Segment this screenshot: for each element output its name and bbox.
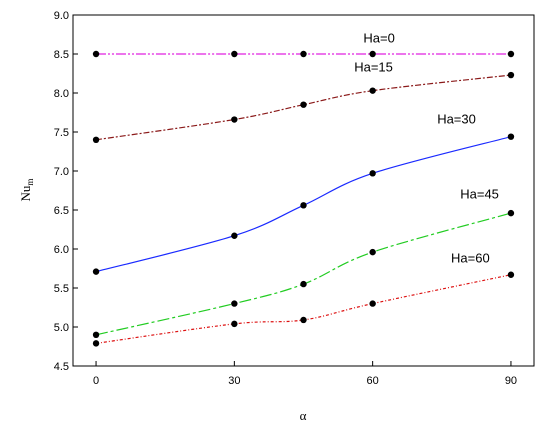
data-point xyxy=(300,50,307,58)
data-point xyxy=(369,50,376,58)
series-layer xyxy=(92,50,515,347)
data-point xyxy=(507,71,515,79)
series-line-ha-15 xyxy=(95,74,512,141)
x-tick-label: 90 xyxy=(505,375,517,387)
y-tick-label: 8.0 xyxy=(54,88,69,100)
y-tick-label: 8.5 xyxy=(54,49,69,61)
data-point xyxy=(300,280,307,288)
data-point xyxy=(369,87,376,94)
data-point xyxy=(507,50,515,58)
y-tick-label: 6.5 xyxy=(54,205,69,217)
data-point xyxy=(231,232,238,239)
plot-frame xyxy=(72,14,535,367)
series-label: Ha=15 xyxy=(354,59,393,74)
data-point xyxy=(300,316,307,324)
y-tick-label: 5.0 xyxy=(54,322,69,334)
data-point xyxy=(507,209,515,217)
y-axis: 4.5 5.0 5.5 6.0 6.5 7.0 7.5 8.0 8.5 9.0 xyxy=(54,10,78,373)
data-point xyxy=(369,300,376,307)
series-label: Ha=45 xyxy=(460,186,499,201)
y-tick-label: 7.0 xyxy=(54,166,69,178)
data-point xyxy=(369,170,376,177)
x-axis: 0 30 60 90 xyxy=(93,361,517,387)
series-label: Ha=30 xyxy=(437,112,476,127)
data-point xyxy=(231,300,238,307)
data-point xyxy=(300,202,307,209)
y-tick-label: 7.5 xyxy=(54,127,69,139)
data-point xyxy=(92,331,100,338)
y-axis-title-main: Nu xyxy=(18,185,33,201)
data-point xyxy=(507,271,515,278)
series-label: Ha=0 xyxy=(363,30,394,45)
data-point xyxy=(231,50,238,58)
data-point xyxy=(92,136,100,143)
data-point xyxy=(92,340,100,347)
data-point xyxy=(231,320,238,328)
y-tick-label: 6.0 xyxy=(54,244,69,256)
series-labels: Ha=0 Ha=15 Ha=30 Ha=45 Ha=60 xyxy=(354,30,499,265)
y-axis-title-subscript: m xyxy=(25,179,35,186)
svg-text:Num: Num xyxy=(18,179,35,202)
data-point xyxy=(369,248,376,256)
x-tick-label: 30 xyxy=(228,375,240,387)
x-tick-label: 60 xyxy=(367,375,379,387)
y-tick-label: 4.5 xyxy=(54,361,69,373)
data-point xyxy=(300,101,307,108)
series-label: Ha=60 xyxy=(451,250,490,265)
x-axis-title: α xyxy=(300,408,307,423)
y-tick-label: 9.0 xyxy=(54,10,69,22)
data-point xyxy=(92,268,100,275)
y-tick-label: 5.5 xyxy=(54,283,69,295)
x-tick-label: 0 xyxy=(93,375,99,387)
y-axis-title: Num xyxy=(18,179,35,202)
data-point xyxy=(507,133,515,140)
data-point xyxy=(231,116,238,123)
series-line-ha-45 xyxy=(95,212,512,336)
data-point xyxy=(92,50,100,58)
